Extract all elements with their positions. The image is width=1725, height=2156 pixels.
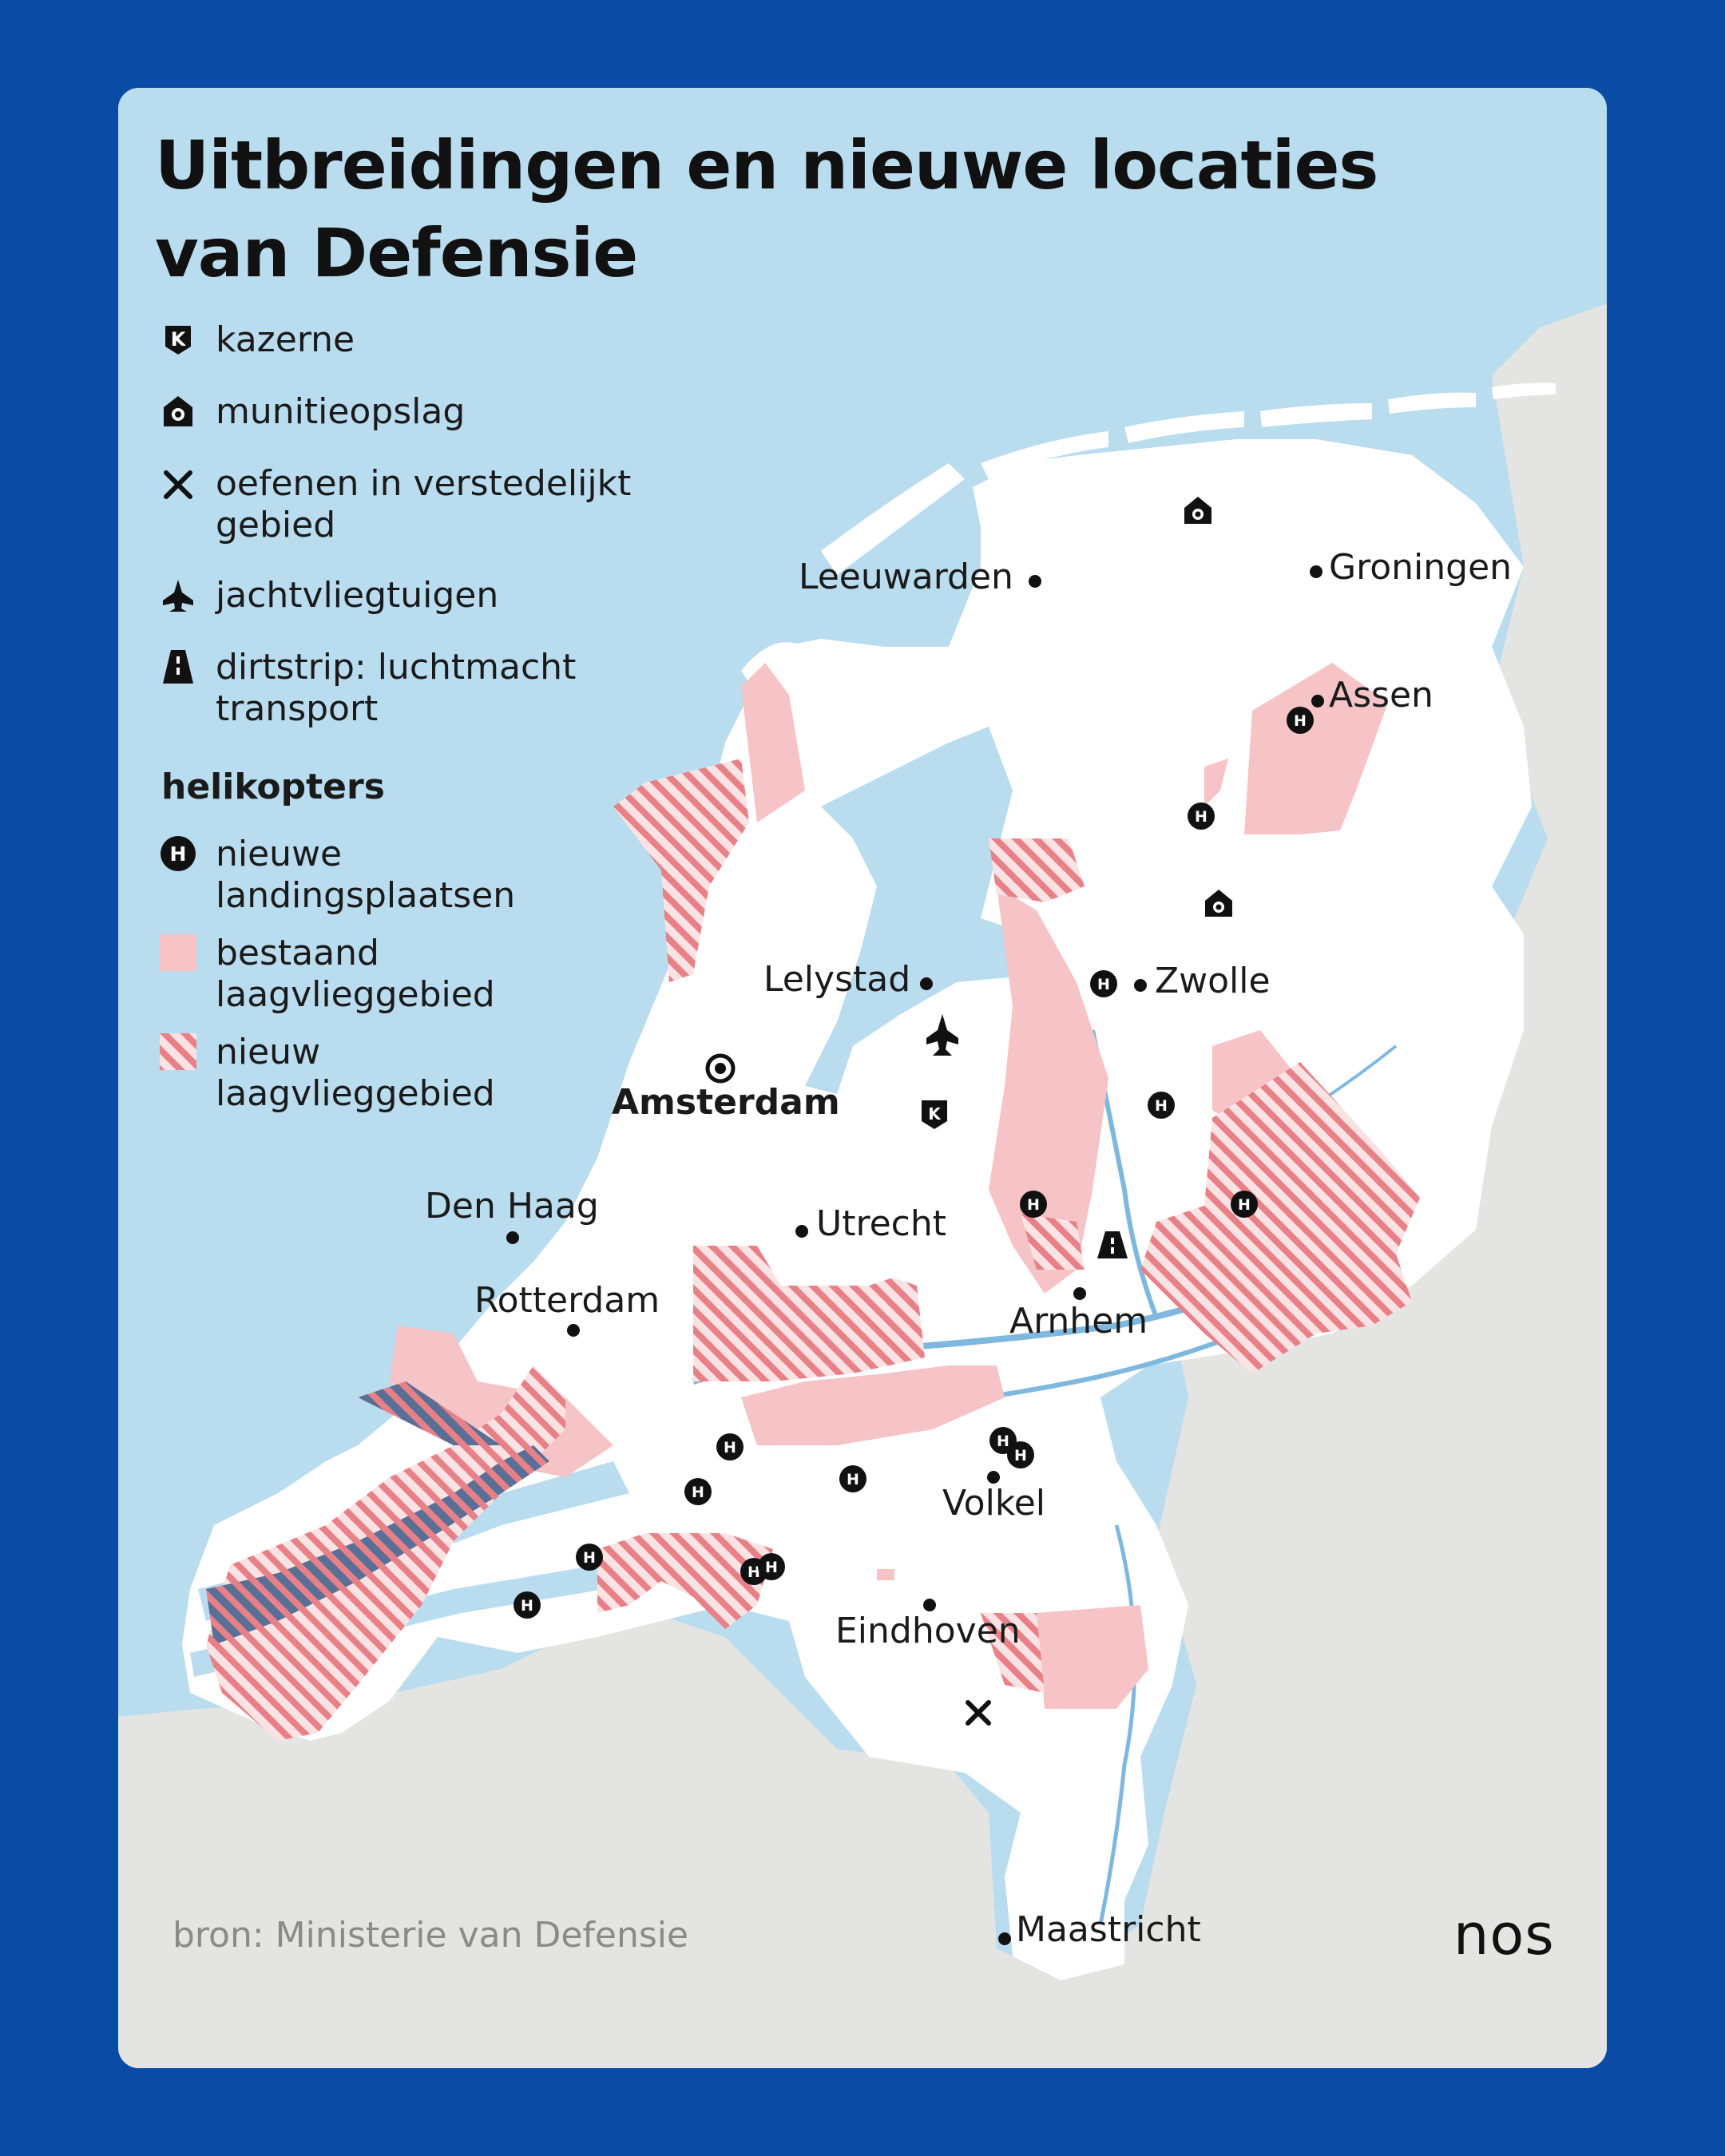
legend-label-line: dirtstrip: luchtmacht <box>216 647 577 688</box>
legend-label-line: transport <box>216 688 379 729</box>
foreign-land <box>118 303 1607 2068</box>
existing-area-swatch <box>160 934 196 971</box>
legend-helicopters-heading: helikopters <box>161 767 385 807</box>
helicopter-landing-icon <box>1020 1191 1047 1218</box>
city-label-maastricht: Maastricht <box>1016 1909 1201 1950</box>
legend-label-line: laagvlieggebied <box>216 974 495 1015</box>
dirtstrip-icon <box>163 650 193 684</box>
netherlands-map: H K <box>118 88 1607 2068</box>
legend-label: dirtstrip: luchtmacht transport <box>216 647 576 730</box>
new-area-brabant-west <box>597 1533 773 1629</box>
amsterdam-marker <box>705 1053 736 1084</box>
title-line-2: van Defensie <box>155 214 638 292</box>
svg-text:H: H <box>170 842 187 866</box>
city-label-lelystad: Lelystad <box>763 959 911 1000</box>
helicopter-landing-icon <box>1148 1092 1175 1119</box>
nos-logo: nos <box>1453 1902 1555 1968</box>
city-label-assen: Assen <box>1329 675 1434 715</box>
legend-label-line: bestaand <box>216 933 379 973</box>
legend-label-line: laagvlieggebied <box>216 1073 495 1114</box>
cross-icon <box>966 1700 991 1726</box>
legend-label: oefenen in verstedelijkt gebied <box>216 463 631 546</box>
city-label-groningen: Groningen <box>1329 547 1513 588</box>
new-area-veluwe-south <box>1021 1214 1085 1270</box>
existing-area-peel <box>1037 1605 1148 1709</box>
legend-label: nieuwe landingsplaatsen <box>216 834 515 917</box>
map-title: Uitbreidingen en nieuwe locaties van Def… <box>155 121 1513 297</box>
city-label-rotterdam: Rotterdam <box>474 1280 660 1321</box>
source-credit: bron: Ministerie van Defensie <box>172 1915 689 1956</box>
legend-label: nieuw laagvlieggebied <box>216 1032 495 1115</box>
legend-label: kazerne <box>216 319 355 360</box>
barracks-icon: K <box>165 326 191 355</box>
city-label-volkel: Volkel <box>942 1483 1046 1524</box>
legend-label-line: nieuwe <box>216 834 343 874</box>
existing-area-north-holland <box>741 663 805 822</box>
title-line-1: Uitbreidingen en nieuwe locaties <box>155 126 1378 204</box>
existing-area-small-north <box>1204 759 1228 807</box>
map-card: H K <box>118 88 1607 2068</box>
new-area-north-holland <box>613 759 749 982</box>
helicopter-landing-icon <box>1007 1441 1034 1468</box>
helicopter-landing-icon <box>758 1553 785 1580</box>
new-area-flevoland-north <box>989 838 1085 902</box>
existing-area-veluwe <box>989 886 1108 1294</box>
city-label-arnhem: Arnhem <box>1009 1301 1148 1342</box>
north-holland <box>565 663 885 1222</box>
new-area-zeeland-water-2 <box>358 1381 502 1445</box>
fighter-jet-icon <box>163 580 193 612</box>
city-label-leeuwarden: Leeuwarden <box>799 557 1013 597</box>
helicopter-landing-icon <box>514 1591 541 1619</box>
existing-area-assen <box>1244 663 1388 834</box>
helicopter-landing-icon <box>716 1433 744 1460</box>
fighter-jet-icon <box>926 1014 958 1056</box>
legend-label-line: landingsplaatsen <box>216 875 516 916</box>
helicopter-landing-icon: H <box>161 836 196 871</box>
legend-label: munitieopslag <box>216 391 466 432</box>
legend-label: bestaand laagvlieggebied <box>216 933 495 1016</box>
legend-label-line: oefenen in verstedelijkt <box>216 463 632 504</box>
helicopter-landing-icon <box>576 1544 603 1571</box>
new-area-swatch <box>160 1033 196 1070</box>
legend-label-line: nieuw <box>216 1032 321 1072</box>
existing-area-achterhoek <box>1212 1030 1292 1126</box>
helicopter-landing-icon <box>1287 707 1314 734</box>
helicopter-landing-icon <box>1188 803 1215 830</box>
helicopter-landing-icon <box>1231 1191 1258 1218</box>
cross-icon <box>164 470 192 499</box>
existing-area-zeeland-north <box>390 1326 613 1477</box>
ijsselmeer <box>805 727 1045 1094</box>
city-label-eindhoven: Eindhoven <box>835 1611 1021 1651</box>
city-label-utrecht: Utrecht <box>816 1203 946 1244</box>
dirtstrip-icon <box>1097 1231 1128 1258</box>
existing-area-rivers <box>741 1365 1005 1445</box>
existing-area-tiny <box>877 1569 894 1580</box>
ammunition-storage-icon <box>164 396 192 426</box>
new-area-peel-west <box>981 1613 1045 1693</box>
helicopter-landing-icon <box>684 1478 712 1505</box>
new-area-zeeland-water <box>206 1445 549 1645</box>
legend-label-line: gebied <box>216 505 336 545</box>
new-area-twente <box>1140 1062 1420 1373</box>
helicopter-landing-icon <box>1090 970 1117 997</box>
new-area-betuwe <box>693 1246 925 1381</box>
city-label-den-haag: Den Haag <box>425 1186 599 1227</box>
city-label-zwolle: Zwolle <box>1155 961 1271 1001</box>
legend-label: jachtvliegtuigen <box>216 575 499 616</box>
helicopter-landing-icon <box>839 1465 866 1492</box>
city-label-amsterdam: Amsterdam <box>612 1082 840 1123</box>
svg-text:K: K <box>171 328 187 351</box>
